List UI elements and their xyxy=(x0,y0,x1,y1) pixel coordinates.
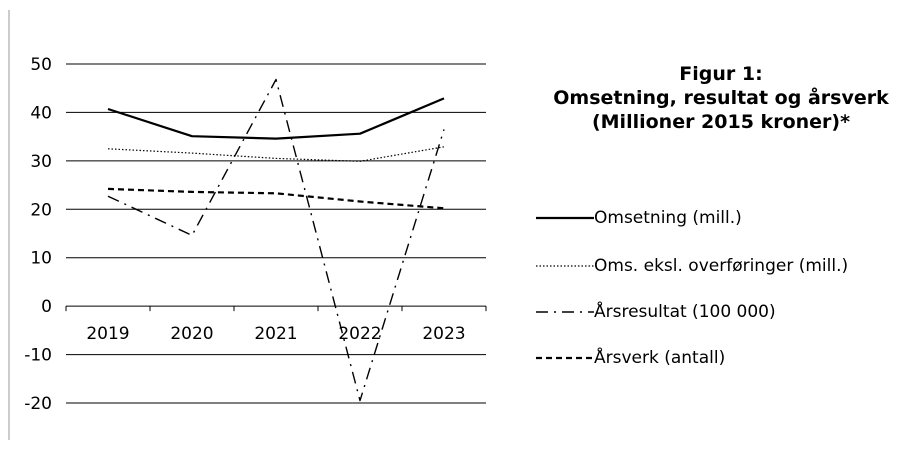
legend-item-omsetning: Omsetning (mill.) xyxy=(534,206,742,230)
chart-title-line-2: Omsetning, resultat og årsverk xyxy=(553,87,889,109)
chart-title: Figur 1: Omsetning, resultat og årsverk … xyxy=(527,62,915,134)
y-tick-label: 50 xyxy=(30,55,52,75)
y-tick-label: -20 xyxy=(24,394,52,414)
legend-label: Oms. eksl. overføringer (mill.) xyxy=(594,256,849,276)
series-line-dotted xyxy=(107,146,445,162)
y-tick-label: 0 xyxy=(41,297,52,317)
legend-item-arsverk: Årsverk (antall) xyxy=(534,346,725,370)
x-tick-label: 2020 xyxy=(170,324,213,344)
y-tick-label: 40 xyxy=(30,103,52,123)
y-tick-label: 20 xyxy=(30,200,52,220)
legend-swatch-dotted xyxy=(536,265,594,267)
legend-swatch-solid xyxy=(536,216,594,220)
y-tick-label: -10 xyxy=(24,346,52,366)
legend-item-oms-eksl: Oms. eksl. overføringer (mill.) xyxy=(534,254,848,278)
x-tick-label: 2023 xyxy=(422,324,465,344)
legend-label: Årsverk (antall) xyxy=(594,348,726,368)
legend-label: Omsetning (mill.) xyxy=(594,208,742,228)
legend-label: Årsresultat (100 000) xyxy=(594,302,776,322)
y-tick-label: 10 xyxy=(30,249,52,269)
chart-title-line-3: (Millioner 2015 kroner)* xyxy=(591,111,851,133)
x-tick-label: 2021 xyxy=(254,324,297,344)
series-line-dashdot xyxy=(107,78,445,402)
series-line-dashed xyxy=(107,187,445,210)
x-tick-label: 2022 xyxy=(338,324,381,344)
legend-swatch-dashdot xyxy=(536,311,594,313)
legend-item-arsresultat: Årsresultat (100 000) xyxy=(534,300,776,324)
series-line-solid xyxy=(107,97,445,140)
y-tick-label: 30 xyxy=(30,152,52,172)
x-tick-label: 2019 xyxy=(86,324,129,344)
chart-title-line-1: Figur 1: xyxy=(679,63,763,85)
legend-swatch-dashed xyxy=(536,356,594,360)
